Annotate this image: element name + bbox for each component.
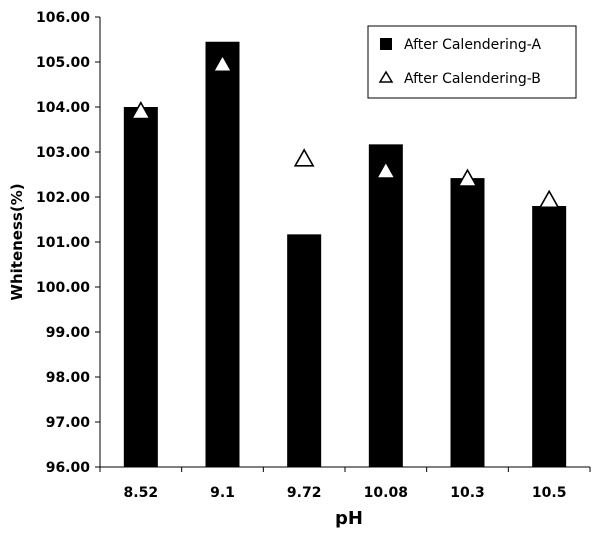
x-axis-title: pH — [335, 508, 363, 529]
x-tick-label: 10.5 — [532, 485, 567, 501]
marker-10-5 — [538, 189, 560, 209]
y-axis-title: Whiteness(%) — [8, 183, 26, 300]
marker-10-3 — [457, 168, 478, 187]
y-tick-label: 103.00 — [36, 145, 90, 161]
y-tick-label: 102.00 — [36, 190, 90, 206]
y-tick-label: 97.00 — [46, 415, 91, 431]
marker-8-52 — [130, 100, 152, 120]
legend-swatch-bar-icon — [380, 38, 392, 50]
bar-8-52 — [123, 107, 158, 467]
legend-label-series-b: After Calendering-B — [404, 71, 541, 87]
x-tick-label: 9.1 — [210, 485, 235, 501]
y-tick-label: 101.00 — [36, 235, 90, 251]
legend-label-series-a: After Calendering-A — [404, 37, 541, 53]
legend-swatch-triangle-icon — [378, 70, 394, 83]
y-tick-label: 105.00 — [36, 55, 90, 71]
y-ticks: 96.00 97.00 98.00 99.00 100.00 101.00 102.00 10… — [36, 10, 100, 476]
y-tick-label: 96.00 — [46, 460, 91, 476]
x-tick-label: 10.08 — [364, 485, 408, 501]
bar-10-08 — [368, 144, 403, 467]
x-tick-label: 8.52 — [124, 485, 159, 501]
bar-10-5 — [532, 206, 567, 467]
x-tick-label: 10.3 — [450, 485, 485, 501]
marker-9-72 — [293, 148, 315, 167]
y-tick-label: 98.00 — [46, 370, 91, 386]
legend: After Calendering-A After Calendering-B — [367, 25, 577, 99]
marker-9-1 — [212, 53, 233, 73]
bar-series — [123, 41, 567, 467]
y-tick-label: 99.00 — [46, 325, 91, 341]
marker-10-08 — [375, 160, 397, 179]
x-ticks: 8.52 9.1 9.72 10.08 10.3 10.5 — [99, 467, 591, 501]
y-tick-label: 104.00 — [36, 100, 90, 116]
bar-10-3 — [450, 178, 485, 467]
y-tick-label: 100.00 — [36, 280, 90, 296]
y-tick-label: 106.00 — [36, 10, 90, 26]
bar-9-72 — [287, 234, 322, 467]
marker-series — [130, 53, 560, 209]
bar-9-1 — [205, 41, 240, 467]
x-tick-label: 9.72 — [287, 485, 322, 501]
legend-box — [367, 25, 577, 99]
